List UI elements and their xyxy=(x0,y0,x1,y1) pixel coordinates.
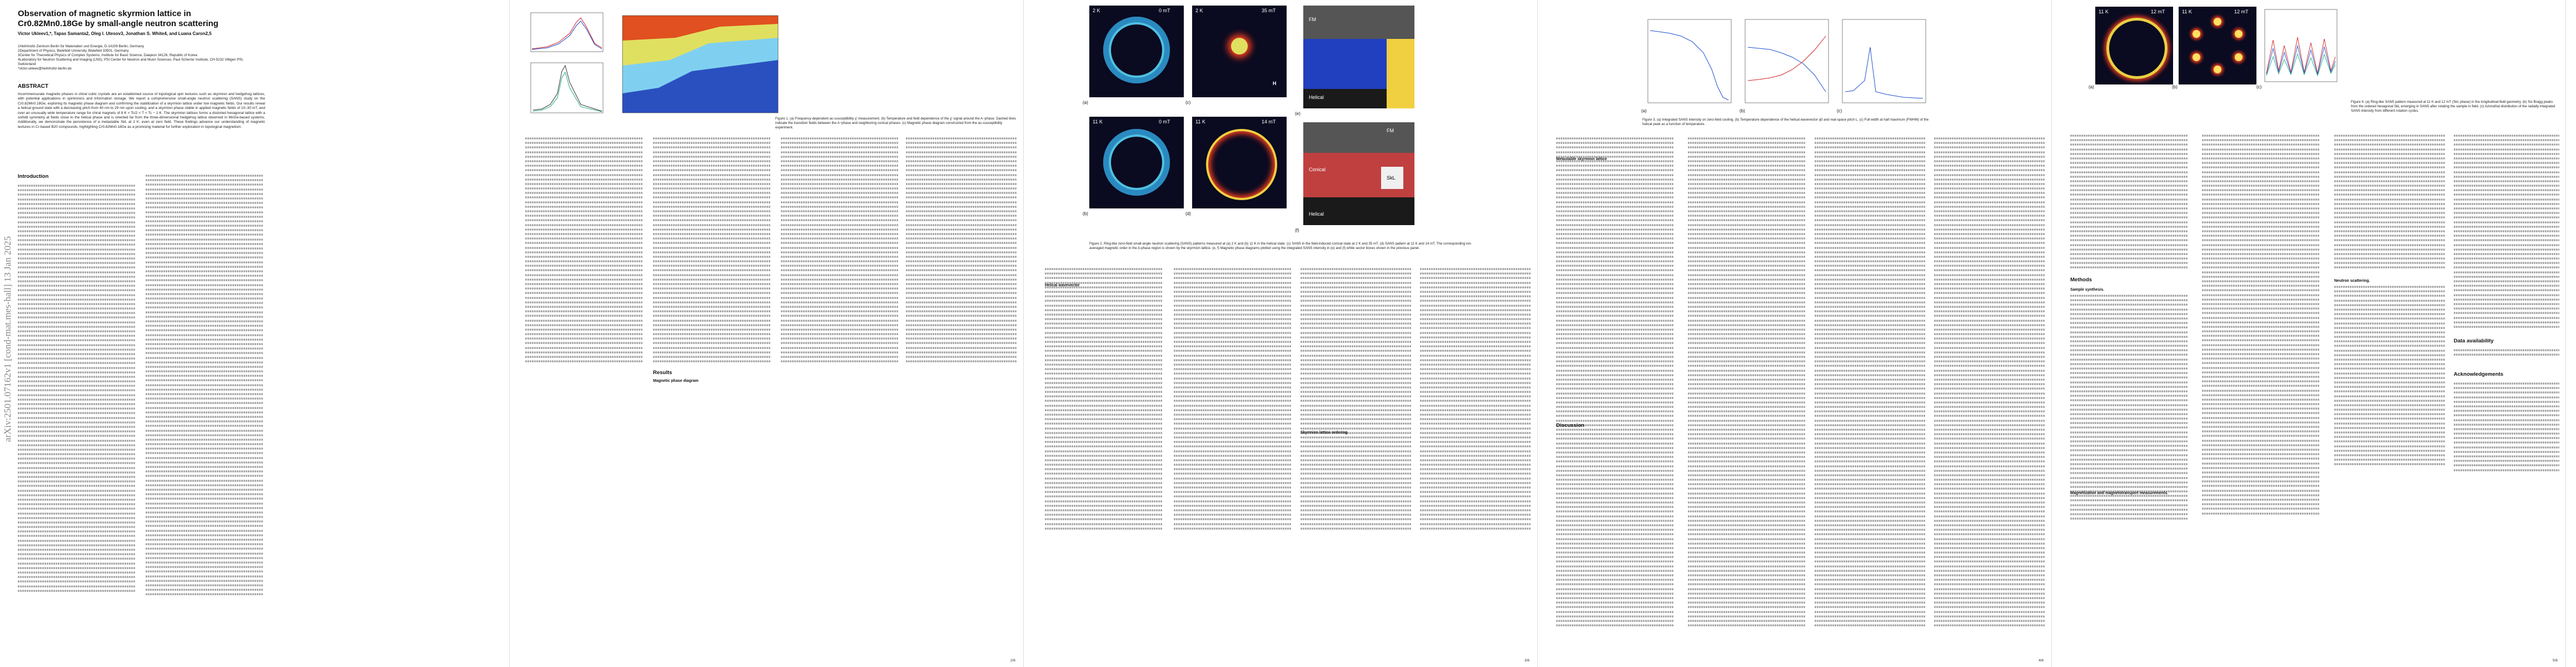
page-4: (a) (b) (c) Figure 3. (a) Integrated SAN… xyxy=(1542,0,2052,667)
methods-heading: Methods xyxy=(2070,277,2092,283)
page3-text-col2 xyxy=(1174,267,1292,531)
skyrmion-lattice-ordering-heading: Skyrmion lattice ordering xyxy=(1301,431,1348,435)
page2-text-col4 xyxy=(906,136,1017,364)
sans-panel-a xyxy=(1089,6,1184,97)
intro-text-col1 xyxy=(18,183,136,593)
discussion-heading: Discussion xyxy=(1556,422,1585,429)
intro-text-col2 xyxy=(146,173,263,596)
phase-diagram-e: FM Helical xyxy=(1303,6,1414,108)
sample-synthesis-heading: Sample synthesis. xyxy=(2070,288,2105,292)
page-1: arXiv:2501.07162v1 [cond-mat.mes-hall] 1… xyxy=(0,0,510,667)
phase-diagram-f: Conical Helical FM SkL xyxy=(1303,122,1414,225)
page4-text-col2 xyxy=(1688,136,1806,628)
azimuthal-plot xyxy=(2264,9,2338,82)
page-2: Figure 1. (a) Frequency-dependent ac-sus… xyxy=(514,0,1024,667)
page5-text-col2 xyxy=(2202,133,2320,516)
figure-3-caption: Figure 3. (a) Integrated SANS intensity … xyxy=(1642,118,1929,126)
page4-text-col3 xyxy=(1815,136,1926,628)
page-number: 2/6 xyxy=(1010,659,1015,663)
page5-text-col1b xyxy=(2070,293,2188,521)
page3-text-col1 xyxy=(1045,267,1163,531)
page5-text-col1 xyxy=(2070,133,2188,270)
figure-4-caption: Figure 4. (a) Ring-like SANS pattern mea… xyxy=(2351,100,2555,113)
sans-panel-b xyxy=(1089,117,1184,208)
field-direction-icon: H xyxy=(1273,81,1277,86)
figure-1-caption: Figure 1. (a) Frequency-dependent ac-sus… xyxy=(775,117,1016,130)
page5-text-col4 xyxy=(2454,133,2559,329)
page-number: 5/6 xyxy=(2552,659,2558,663)
paper-title: Observation of magnetic skyrmion lattice… xyxy=(18,9,218,28)
neutron-scattering-heading: Neutron scattering. xyxy=(2334,279,2370,283)
results-heading: Results xyxy=(653,370,672,376)
page-number: 4/6 xyxy=(2038,659,2044,663)
page4-text-col1 xyxy=(1556,136,1674,628)
page5-text-col3 xyxy=(2334,133,2445,270)
introduction-heading: Introduction xyxy=(18,173,49,180)
figure-3-plots xyxy=(1647,19,1926,103)
helical-wavevector-heading: Helical wavevector xyxy=(1045,283,1080,287)
author-list: Victor Ukleev1,*, Tapas Samanta2, Oleg I… xyxy=(18,31,212,36)
metastable-skl-heading: Metastable skyrmion lattice xyxy=(1556,157,1607,161)
page3-text-col4 xyxy=(1420,267,1531,531)
abstract-heading: ABSTRACT xyxy=(18,83,48,89)
arxiv-stamp: arXiv:2501.07162v1 [cond-mat.mes-hall] 1… xyxy=(2,236,13,442)
abstract-text: Incommensurate magnetic phases in chiral… xyxy=(18,92,265,129)
figure-2: 2 K 0 mT 2 K 35 mT H 11 K 0 mT 11 K 14 m… xyxy=(1083,6,1445,289)
page2-text-col2 xyxy=(653,136,771,364)
page4-text-col4 xyxy=(1934,136,2045,628)
page-3: 2 K 0 mT 2 K 35 mT H 11 K 0 mT 11 K 14 m… xyxy=(1028,0,1538,667)
figure-2-caption: Figure 2. Ring-like zero-field small-ang… xyxy=(1089,242,1472,250)
page5-text-col3b xyxy=(2334,285,2445,467)
page2-text-col3 xyxy=(781,136,899,364)
acknowledgements-text xyxy=(2454,381,2559,472)
figure-1-plots xyxy=(530,12,779,113)
page-number: 3/6 xyxy=(1524,659,1529,663)
sans-ring-a xyxy=(1103,17,1170,83)
affiliations: 1Helmholtz-Zentrum Berlin für Materialie… xyxy=(18,44,244,71)
page2-text-col1 xyxy=(525,136,643,364)
data-availability-text xyxy=(2454,348,2559,357)
page-5: 11 K 12 mT 11 K 12 mT (a) (b) (c) Figure… xyxy=(2056,0,2566,667)
data-availability-heading: Data availability xyxy=(2454,338,2494,344)
magnetic-phase-diagram-heading: Magnetic phase diagram xyxy=(653,379,699,383)
page3-text-col3 xyxy=(1301,267,1412,531)
magnetization-heading: Magnetization and magnetotransport measu… xyxy=(2070,491,2169,495)
figure-4: 11 K 12 mT 11 K 12 mT (a) (b) (c) xyxy=(2089,7,2340,118)
acknowledgements-heading: Acknowledgements xyxy=(2454,371,2504,377)
